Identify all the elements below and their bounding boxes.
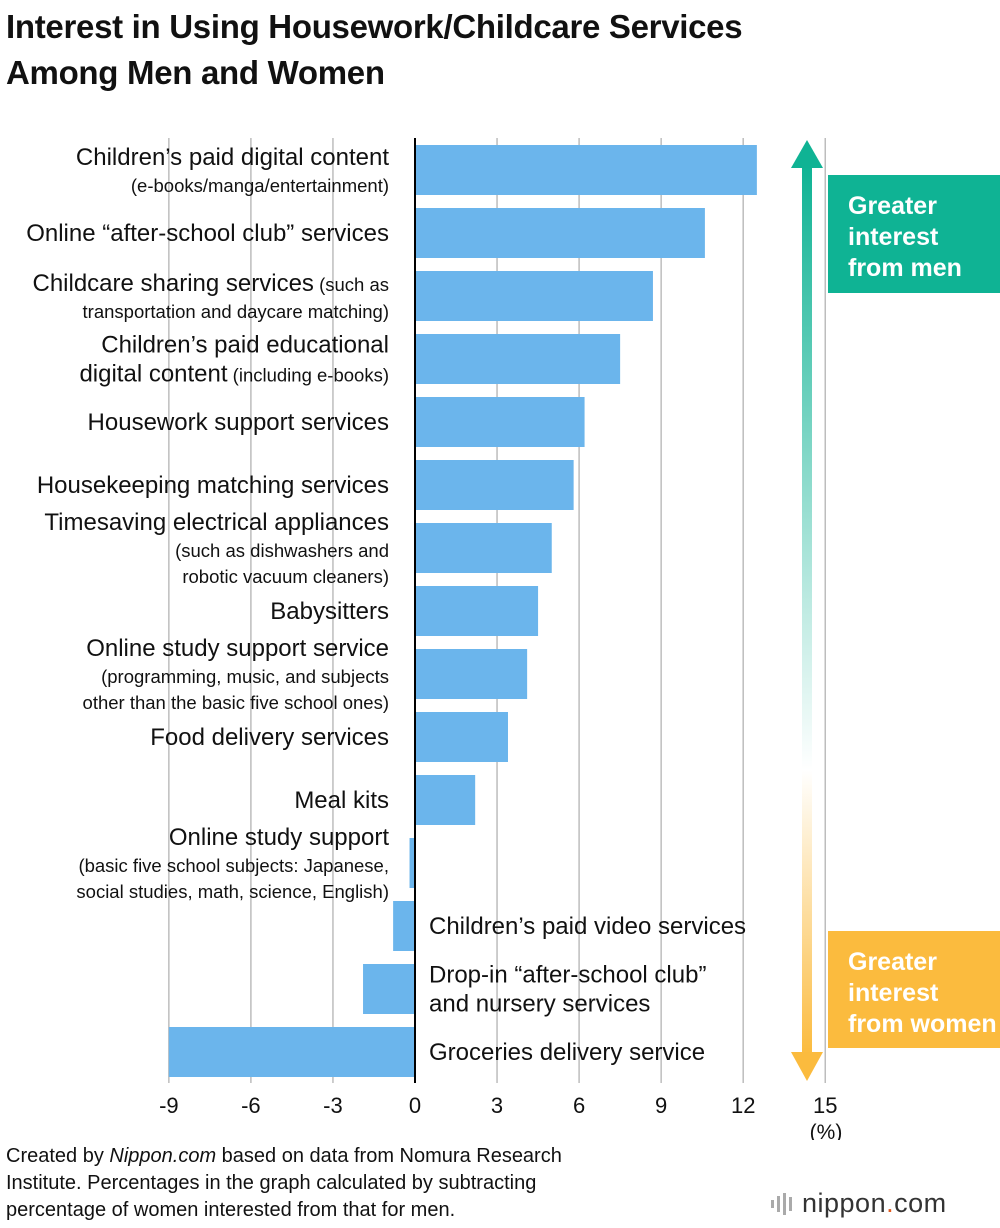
category-label-segment: robotic vacuum cleaners) xyxy=(182,566,389,587)
category-label-segment: Children’s paid video services xyxy=(429,913,746,940)
category-label-segment: (programming, music, and subjects xyxy=(101,666,389,687)
category-label-segment: (including e-books) xyxy=(228,365,389,386)
x-tick-label: 0 xyxy=(409,1093,421,1118)
category-label: Online “after-school club” services xyxy=(26,220,389,247)
x-axis-unit: (%) xyxy=(810,1121,843,1140)
category-label-segment: Housekeeping matching services xyxy=(37,472,389,499)
direction-arrow xyxy=(791,140,823,1081)
logo-dot: . xyxy=(886,1188,895,1218)
category-label: Food delivery services xyxy=(150,724,389,751)
category-label: Timesaving electrical appliances (such as… xyxy=(44,509,389,587)
source-line-3: percentage of women interested from that… xyxy=(6,1199,456,1221)
category-label: Housekeeping matching services xyxy=(37,472,389,499)
category-label: Meal kits xyxy=(294,787,389,814)
legend-men-line-3: from men xyxy=(848,254,962,282)
arrow-shaft xyxy=(802,165,812,1055)
category-label-segment: (such as dishwashers and xyxy=(175,540,389,561)
logo-name: nippon xyxy=(802,1188,887,1218)
category-label-segment: Children’s paid educational xyxy=(101,332,389,359)
category-label-segment: Meal kits xyxy=(294,787,389,814)
bar xyxy=(409,838,415,888)
logo-bars-icon xyxy=(771,1192,792,1215)
category-label: Groceries delivery service xyxy=(429,1039,705,1066)
bar xyxy=(363,964,415,1014)
category-label-segment: Children’s paid digital content xyxy=(76,144,389,171)
bar-chart: Children’s paid digital content (e-books/… xyxy=(26,138,843,1140)
legend-women-box: Greater interest from women xyxy=(828,931,1000,1048)
category-label-segment: (such as xyxy=(314,274,389,295)
category-label-segment: and nursery services xyxy=(429,991,650,1018)
bar xyxy=(415,145,757,195)
x-tick-label: 12 xyxy=(731,1093,755,1118)
source-prefix: Created by xyxy=(6,1145,110,1167)
source-name: Nippon.com xyxy=(109,1145,217,1167)
category-label: Babysitters xyxy=(270,598,389,625)
bar xyxy=(168,1027,415,1077)
legend-women-line-1: Greater xyxy=(848,948,937,976)
x-tick-label: 6 xyxy=(573,1093,585,1118)
category-label: Drop-in “after-school club” and nursery s… xyxy=(429,962,706,1018)
logo-tld: com xyxy=(894,1188,947,1218)
category-label: Children’s paid educational digital conte… xyxy=(79,332,389,388)
category-label-segment: Childcare sharing services xyxy=(32,270,313,297)
title-line-1: Interest in Using Housework/Childcare Se… xyxy=(6,8,743,45)
x-tick-label: 15 xyxy=(813,1093,837,1118)
category-label: Online study support (basic five school s… xyxy=(76,824,389,902)
arrow-head-down xyxy=(791,1052,823,1081)
category-label: Children’s paid digital content (e-books/… xyxy=(76,144,389,196)
category-label-segment: Babysitters xyxy=(270,598,389,625)
bar xyxy=(415,649,528,699)
chart-title: Interest in Using Housework/Childcare Se… xyxy=(6,4,996,96)
category-label-segment: Online “after-school club” services xyxy=(26,220,389,247)
category-label-segment: Drop-in “after-school club” xyxy=(429,962,706,989)
legend-women-line-3: from women xyxy=(848,1010,997,1038)
nippon-logo: nippon. com xyxy=(770,1188,947,1219)
x-tick-label: 9 xyxy=(655,1093,667,1118)
bar xyxy=(415,334,621,384)
legend-men-line-1: Greater xyxy=(848,192,937,220)
x-tick-label: -6 xyxy=(241,1093,261,1118)
source-rest: based on data from Nomura Research xyxy=(216,1145,562,1167)
bar xyxy=(415,775,476,825)
category-label-segment: Housework support services xyxy=(88,409,389,436)
bar xyxy=(415,712,508,762)
category-label-segment: (e-books/manga/entertainment) xyxy=(131,175,389,196)
category-label: Children’s paid video services xyxy=(429,913,746,940)
bar xyxy=(415,460,574,510)
category-label: Childcare sharing services (such as trans… xyxy=(32,270,389,322)
bar xyxy=(415,397,585,447)
category-label-segment: (basic five school subjects: Japanese, xyxy=(78,855,389,876)
x-tick-label: -9 xyxy=(159,1093,179,1118)
bar xyxy=(415,523,552,573)
x-tick-label: -3 xyxy=(323,1093,343,1118)
source-note: Created by Nippon.com based on data from… xyxy=(6,1143,746,1224)
category-label: Housework support services xyxy=(88,409,389,436)
category-label-segment: Groceries delivery service xyxy=(429,1039,705,1066)
bar xyxy=(415,586,539,636)
arrow-head-up xyxy=(791,140,823,168)
legend-women-line-2: interest xyxy=(848,979,939,1007)
category-label-segment: transportation and daycare matching) xyxy=(83,301,389,322)
category-label-segment: other than the basic five school ones) xyxy=(83,692,389,713)
legend-men-box: Greater interest from men xyxy=(828,175,1000,293)
category-label-segment: social studies, math, science, English) xyxy=(76,881,389,902)
x-tick-label: 3 xyxy=(491,1093,503,1118)
category-label: Online study support service (programming… xyxy=(83,635,389,713)
bar xyxy=(415,271,653,321)
category-label-segment: Online study support service xyxy=(86,635,389,662)
category-label-segment: Online study support xyxy=(169,824,389,851)
category-label-segment: Timesaving electrical appliances xyxy=(44,509,389,536)
legend-men-line-2: interest xyxy=(848,223,939,251)
category-label-segment: digital content xyxy=(79,361,227,388)
bar xyxy=(415,208,705,258)
title-line-2: Among Men and Women xyxy=(6,54,385,91)
source-line-2: Institute. Percentages in the graph calc… xyxy=(6,1172,537,1194)
category-label-segment: Food delivery services xyxy=(150,724,389,751)
bar xyxy=(393,901,415,951)
